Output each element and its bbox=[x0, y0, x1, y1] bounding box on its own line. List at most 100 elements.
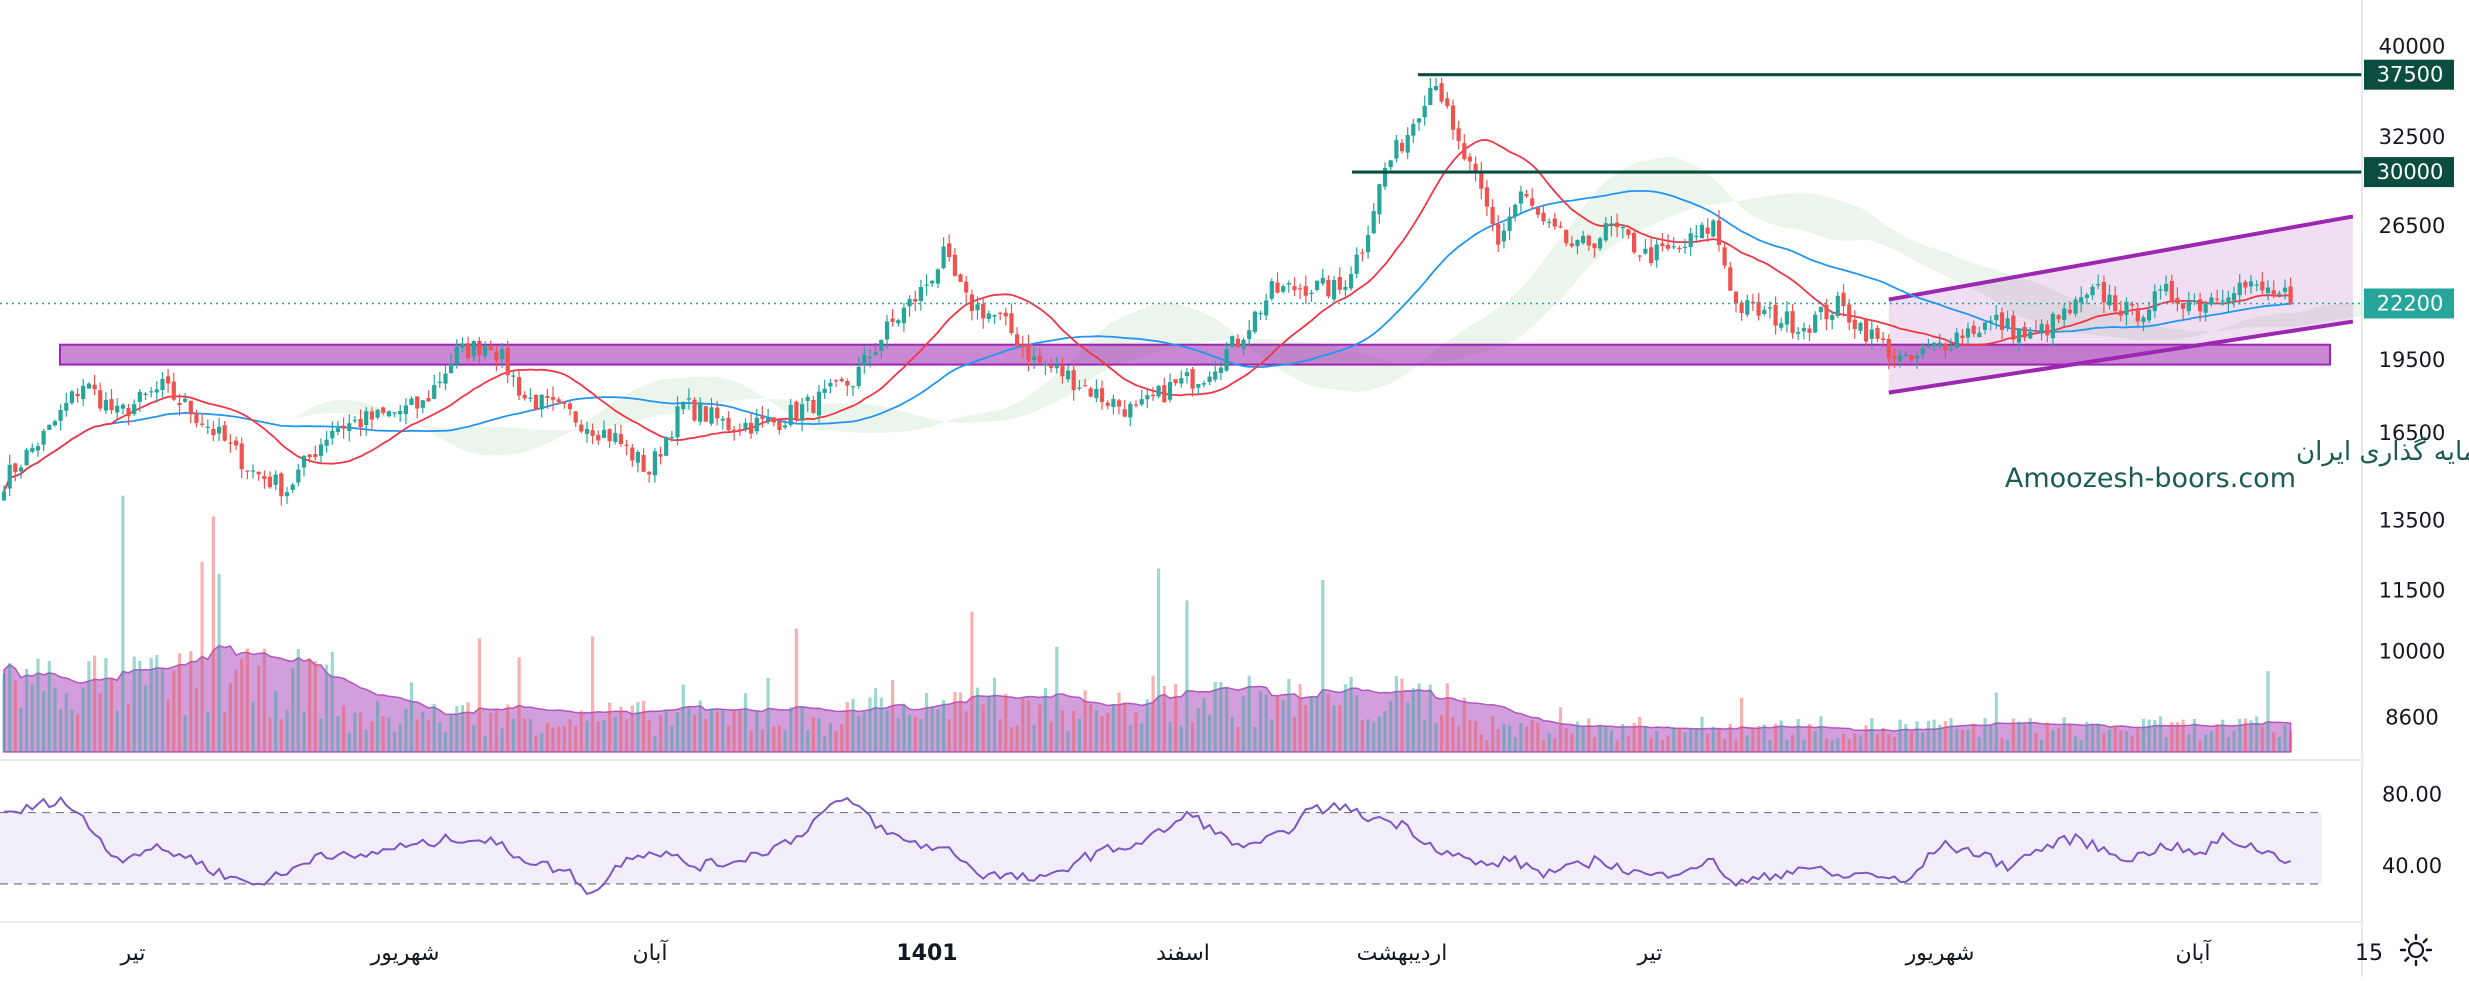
candle bbox=[1954, 328, 1959, 349]
volume-bar bbox=[93, 655, 97, 752]
candle-body bbox=[1388, 160, 1393, 168]
candle-body bbox=[477, 340, 482, 356]
support-zone-rect bbox=[59, 343, 2331, 366]
candle bbox=[1326, 275, 1331, 299]
candle-body bbox=[828, 382, 833, 387]
candle bbox=[1111, 394, 1116, 415]
candle bbox=[1462, 134, 1467, 161]
volume-bar bbox=[1932, 719, 1936, 752]
candle bbox=[1926, 338, 1931, 348]
candle bbox=[143, 392, 148, 400]
candle bbox=[437, 372, 442, 388]
volume-bar bbox=[840, 724, 844, 752]
candle bbox=[845, 378, 850, 396]
volume-bar bbox=[1360, 720, 1364, 752]
candle-body bbox=[358, 419, 363, 428]
volume-bar bbox=[115, 710, 119, 752]
candle-body bbox=[426, 398, 431, 402]
volume-bar bbox=[789, 706, 793, 752]
candle bbox=[477, 337, 482, 364]
volume-bar bbox=[1915, 721, 1919, 752]
price-tick-label: 8600 bbox=[2385, 705, 2438, 729]
candle bbox=[1943, 342, 1948, 359]
volume-bar bbox=[681, 684, 685, 752]
candle-body bbox=[2231, 293, 2237, 301]
candle-body bbox=[505, 347, 510, 376]
volume-bar bbox=[1196, 708, 1200, 752]
volume-bar bbox=[2051, 730, 2055, 752]
gear-icon[interactable] bbox=[2398, 932, 2434, 968]
volume-bar bbox=[2028, 718, 2032, 752]
volume-bar bbox=[279, 719, 283, 752]
candle-body bbox=[2271, 290, 2276, 297]
candle-body bbox=[2158, 289, 2163, 291]
candle-body bbox=[760, 416, 765, 419]
volume-bar bbox=[64, 692, 68, 752]
candle bbox=[647, 470, 652, 483]
candle-body bbox=[143, 393, 148, 395]
volume-bar bbox=[2124, 731, 2129, 752]
volume-bar bbox=[1434, 723, 1438, 752]
candle bbox=[1779, 317, 1784, 331]
support-zone bbox=[59, 343, 2331, 366]
volume-bar bbox=[76, 714, 80, 752]
volume-bar bbox=[251, 701, 255, 752]
candle-body bbox=[556, 399, 561, 403]
volume-bar bbox=[2000, 737, 2004, 752]
candle bbox=[137, 389, 142, 412]
candle bbox=[505, 340, 510, 384]
candle-body bbox=[1054, 365, 1059, 369]
candle-body bbox=[1484, 187, 1489, 207]
candle bbox=[935, 268, 940, 289]
candle-body bbox=[409, 398, 414, 405]
candle-body bbox=[1066, 370, 1071, 380]
volume-bar bbox=[211, 516, 215, 752]
candle-body bbox=[1292, 286, 1297, 291]
candle bbox=[1298, 283, 1303, 300]
candle bbox=[522, 391, 527, 401]
candle-body bbox=[986, 313, 991, 319]
candle bbox=[2147, 301, 2152, 323]
volume-bar bbox=[1841, 733, 1846, 752]
candle-body bbox=[1818, 306, 1823, 313]
candle-body bbox=[2237, 282, 2242, 296]
price-axis[interactable]: 40000 32500 26500 19500 16500 13500 11500 10000… bbox=[2361, 0, 2454, 977]
candle-body bbox=[737, 429, 742, 431]
volume-bar bbox=[823, 735, 827, 752]
volume-bar bbox=[2266, 671, 2270, 752]
volume-bar bbox=[466, 702, 470, 752]
candle-body bbox=[160, 378, 165, 390]
candle bbox=[675, 396, 680, 446]
candle bbox=[1784, 300, 1789, 333]
candle-body bbox=[1281, 286, 1286, 292]
candle bbox=[2062, 303, 2067, 327]
volume-bar bbox=[845, 702, 849, 752]
candle-body bbox=[1371, 211, 1376, 234]
candle bbox=[2011, 310, 2016, 344]
time-axis[interactable]: تیر شهریور آبان 1401 اسفند اردیبهشت تیر شهریور آ… bbox=[120, 939, 2383, 966]
candle-body bbox=[1824, 304, 1829, 320]
volume-bar bbox=[998, 719, 1002, 752]
candle-body bbox=[171, 381, 176, 400]
candle bbox=[533, 394, 539, 411]
volume-bar bbox=[596, 721, 600, 752]
volume-bar bbox=[302, 711, 306, 752]
candle-body bbox=[794, 401, 799, 420]
candle bbox=[1122, 400, 1127, 418]
candle bbox=[2282, 279, 2288, 300]
volume-bar bbox=[240, 658, 244, 752]
volume-bar bbox=[908, 714, 912, 752]
level-badge bbox=[2364, 157, 2454, 188]
candle bbox=[330, 421, 335, 445]
candle bbox=[590, 423, 595, 445]
candle-body bbox=[1875, 328, 1880, 339]
candle-body bbox=[1665, 244, 1671, 249]
candle bbox=[75, 388, 80, 403]
volume-bar bbox=[1502, 724, 1506, 752]
candle-body bbox=[528, 397, 533, 399]
candle-body bbox=[2096, 284, 2101, 286]
candle bbox=[1909, 353, 1914, 363]
candle-body bbox=[1971, 325, 1976, 334]
